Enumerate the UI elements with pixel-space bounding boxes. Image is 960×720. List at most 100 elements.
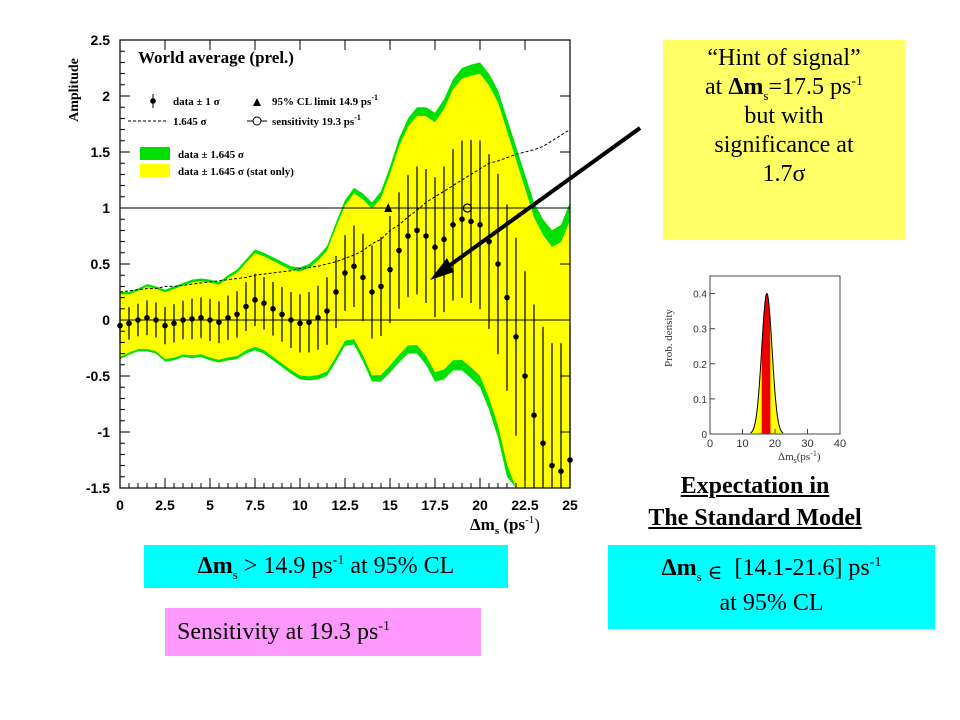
data-point xyxy=(396,247,402,254)
data-point xyxy=(171,320,177,327)
legend-green-box xyxy=(140,147,170,160)
data-point xyxy=(450,222,456,228)
data-point xyxy=(540,440,546,447)
hint-of-signal-box: “Hint of signal” at Δms=17.5 ps-1 but wi… xyxy=(663,40,905,240)
data-point xyxy=(333,289,339,295)
data-point xyxy=(477,222,483,228)
legend-green: data ± 1.645 σ xyxy=(178,149,244,161)
data-point xyxy=(468,218,474,225)
sm-y-tick-label: 0.1 xyxy=(693,395,707,406)
data-point xyxy=(261,300,267,307)
data-point xyxy=(117,322,123,329)
data-point xyxy=(126,320,132,327)
expectation-line-1: Expectation in xyxy=(680,473,830,499)
sm-prob-density-chart: 0 10 20 30 40 0.4 0.3 0.2 0.1 0 Prob. density Δms(p… xyxy=(663,275,846,465)
data-point xyxy=(324,308,330,314)
y-tick-label: 2.5 xyxy=(91,32,111,48)
x-tick-label: 5 xyxy=(206,497,214,513)
limit-box: Δms > 14.9 ps-1 at 95% CL xyxy=(144,545,508,588)
data-points xyxy=(117,203,573,475)
limit-text: > 14.9 ps xyxy=(237,553,333,579)
legend-point xyxy=(150,98,156,104)
data-point xyxy=(270,306,276,312)
data-point xyxy=(369,289,375,295)
data-point xyxy=(558,468,564,475)
data-point xyxy=(522,373,528,379)
legend-yellow: data ± 1.645 σ (stat only) xyxy=(178,166,294,178)
data-point xyxy=(243,303,249,310)
sm-y-tick-label: 0.3 xyxy=(693,325,707,336)
x-tick-label: 25 xyxy=(562,497,578,513)
data-point xyxy=(198,314,204,321)
sm-range-box: Δms ∈ [14.1-21.6] ps-1 at 95% CL xyxy=(608,545,935,629)
legend-yellow-box xyxy=(140,164,170,177)
data-point xyxy=(153,317,159,323)
x-tick-label: 17.5 xyxy=(421,497,448,513)
limit-var: Δm xyxy=(197,553,233,579)
sensitivity-marker xyxy=(462,203,472,213)
hint-line-3: but with xyxy=(744,103,824,129)
sm-x-tick-label: 40 xyxy=(834,438,846,450)
hint-val: =17.5 ps xyxy=(768,74,852,100)
hint-line-5: 1.7σ xyxy=(762,161,806,187)
legend-cl-limit: 95% CL limit 14.9 ps-1 xyxy=(272,93,378,108)
data-point xyxy=(180,317,186,323)
data-point xyxy=(459,216,465,222)
sm-range-value: [14.1-21.6] ps xyxy=(734,555,870,581)
y-tick-label: 0 xyxy=(102,312,110,328)
sm-y-axis-label: Prob. density xyxy=(663,308,675,367)
hint-line-2: at Δms=17.5 ps-1 xyxy=(663,73,905,102)
data-point xyxy=(531,412,537,419)
sm-y-tick-label: 0 xyxy=(701,430,707,441)
x-tick-label: 10 xyxy=(292,497,308,513)
data-point xyxy=(225,314,231,321)
hint-line-1: “Hint of signal” xyxy=(707,45,861,71)
y-tick-label: 1 xyxy=(102,200,110,216)
data-point xyxy=(135,317,141,323)
data-point xyxy=(567,457,573,463)
sm-range-line-1: Δms ∈ [14.1-21.6] ps-1 xyxy=(608,553,935,588)
sensitivity-sup: -1 xyxy=(378,619,391,634)
y-tick-label: 1.5 xyxy=(91,144,111,160)
data-point xyxy=(162,322,168,329)
limit-suffix: at 95% CL xyxy=(344,553,455,579)
hint-var: Δm xyxy=(728,74,764,100)
sm-x-tick-label: 20 xyxy=(769,438,781,450)
sm-x-axis-label: Δms(ps-1) xyxy=(778,449,821,465)
x-tick-label: 7.5 xyxy=(245,497,265,513)
data-point xyxy=(504,294,510,301)
x-tick-label: 20 xyxy=(472,497,488,513)
data-point xyxy=(513,334,519,340)
data-point xyxy=(495,261,501,267)
plot-frame xyxy=(119,39,571,489)
data-point xyxy=(414,227,420,234)
hint-at: at xyxy=(705,74,729,100)
sm-x-tick-label: 10 xyxy=(736,438,748,450)
density-curve xyxy=(750,292,784,434)
data-point xyxy=(378,283,384,290)
data-point xyxy=(405,233,411,239)
legend-triangle xyxy=(253,98,261,106)
data-point xyxy=(234,311,240,318)
legend-1645-sigma: 1.645 σ xyxy=(173,116,207,128)
data-point xyxy=(279,311,285,318)
y-tick-label: 0.5 xyxy=(91,256,111,272)
axis-labels: 0 2.5 5 7.5 10 12.5 15 17.5 20 22.5 25 2.5 2 1.5 1 0.5 0… xyxy=(67,32,578,537)
sm-range-sup: -1 xyxy=(869,555,882,570)
expectation-heading: Expectation in The Standard Model xyxy=(610,470,900,534)
expectation-line-2: The Standard Model xyxy=(648,505,862,531)
data-point xyxy=(189,316,195,322)
sm-range-var: Δm xyxy=(661,555,697,581)
y-tick-label: 2 xyxy=(102,88,110,104)
cl-limit-marker xyxy=(384,203,393,212)
data-point xyxy=(288,317,294,323)
x-tick-label: 22.5 xyxy=(511,497,538,513)
limit-sup: -1 xyxy=(332,553,345,568)
red-area xyxy=(761,293,771,434)
limit-sub: s xyxy=(232,566,238,582)
legend-data-1sigma: data ± 1 σ xyxy=(173,96,220,108)
data-point xyxy=(144,314,150,321)
y-tick-label: -0.5 xyxy=(86,368,110,384)
y-tick-label: -1 xyxy=(98,424,111,440)
